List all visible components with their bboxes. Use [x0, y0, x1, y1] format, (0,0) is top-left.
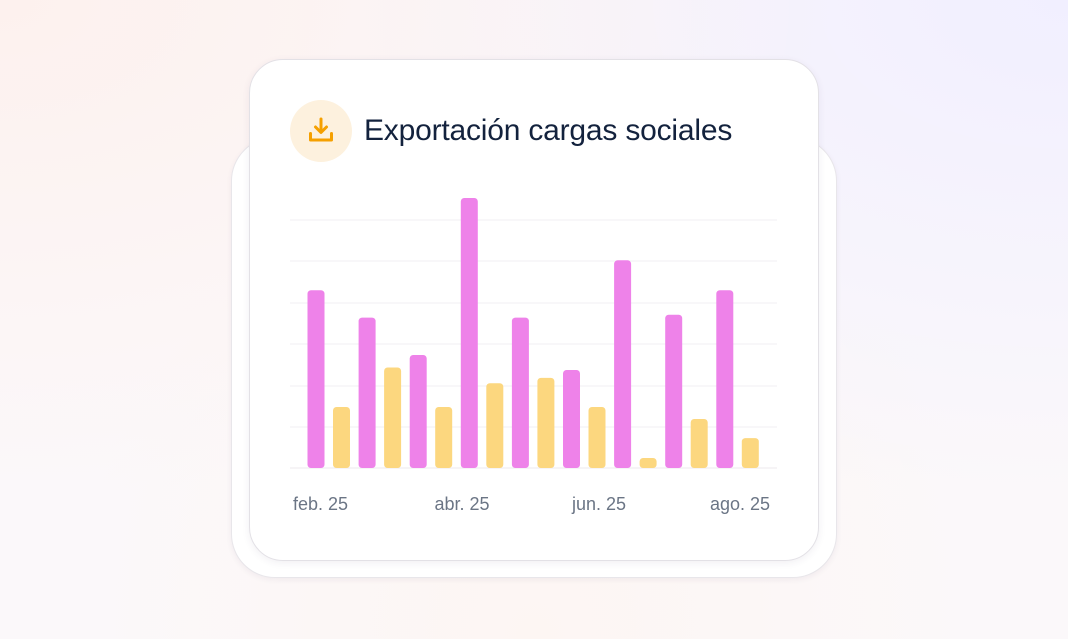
bar-series-1[interactable] [614, 260, 632, 468]
bar-series-1[interactable] [665, 314, 683, 468]
download-icon-glyph [309, 117, 333, 142]
x-tick-label: ago. 25 [710, 494, 770, 514]
bar-series-1[interactable] [409, 355, 427, 468]
bar-series-2[interactable] [486, 383, 504, 468]
x-tick-label: abr. 25 [434, 494, 489, 514]
bar-series-1[interactable] [460, 198, 478, 468]
bar-series-2[interactable] [435, 406, 453, 468]
bar-series-1[interactable] [307, 290, 325, 468]
bar-series-2[interactable] [384, 367, 402, 468]
bar-series-2[interactable] [690, 418, 708, 468]
chart-bars [307, 198, 759, 468]
bar-series-2[interactable] [639, 458, 657, 468]
x-tick-label: jun. 25 [571, 494, 626, 514]
bar-series-1[interactable] [716, 290, 734, 468]
x-tick-label: feb. 25 [293, 494, 348, 514]
bar-series-2[interactable] [333, 406, 350, 468]
bar-series-2[interactable] [537, 377, 555, 468]
bar-series-1[interactable] [358, 317, 376, 468]
bar-chart: feb. 25 abr. 25 jun. 25 ago. 25 [290, 198, 777, 514]
bar-series-1[interactable] [511, 317, 529, 468]
bar-series-2[interactable] [588, 406, 606, 468]
card-title: Exportación cargas sociales [364, 114, 733, 147]
export-card[interactable]: Exportación cargas sociales feb. 25 abr. … [249, 59, 819, 561]
bar-series-1[interactable] [563, 369, 580, 468]
x-axis-labels: feb. 25 abr. 25 jun. 25 ago. 25 [293, 494, 770, 514]
download-icon[interactable] [290, 100, 352, 162]
bar-series-2[interactable] [741, 438, 759, 468]
